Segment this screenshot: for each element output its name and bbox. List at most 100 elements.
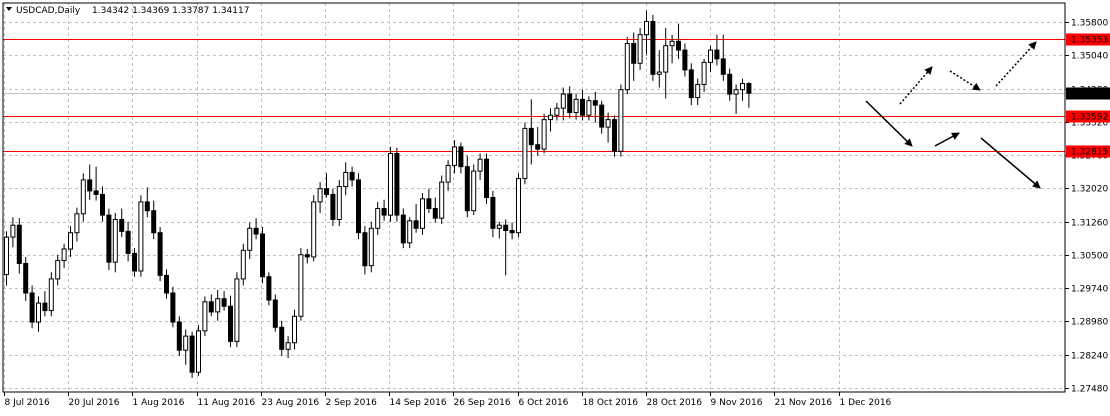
- candle-body-bull: [516, 178, 521, 234]
- level-label-bg: [1066, 33, 1110, 46]
- candle: [240, 243, 246, 286]
- candle: [4, 231, 9, 286]
- candle: [279, 320, 285, 356]
- candle: [445, 160, 451, 191]
- candle: [119, 208, 125, 238]
- candle: [247, 222, 253, 260]
- x-tick-label: 23 Aug 2016: [262, 398, 320, 408]
- candle: [535, 127, 541, 156]
- candle: [298, 248, 304, 321]
- candle-body-bear: [356, 179, 361, 234]
- forecast-arrow-dotted: [949, 70, 981, 91]
- candle: [324, 173, 329, 198]
- candle-body-bull: [407, 220, 413, 244]
- x-tick-label: 18 Oct 2016: [583, 398, 639, 408]
- candle-body-bear: [324, 188, 329, 195]
- candle: [580, 89, 585, 121]
- candle: [164, 269, 169, 299]
- candle-body-bull: [138, 201, 144, 272]
- candle: [624, 36, 630, 95]
- forecast-arrows: [865, 41, 1041, 189]
- candle-body-bear: [580, 98, 585, 116]
- candle-body-bull: [61, 248, 67, 261]
- candle: [74, 207, 80, 242]
- candle-body-bull: [586, 100, 592, 116]
- candle-body-bull: [445, 164, 451, 183]
- candle-body-bear: [100, 193, 105, 216]
- candle: [656, 50, 662, 88]
- time-axis: 8 Jul 2016 20 Jul 2016 1 Aug 2016 11 Aug 20…: [4, 392, 892, 408]
- candle: [612, 115, 617, 157]
- y-tick-label: 1.31260: [1071, 219, 1108, 229]
- candle: [516, 173, 521, 238]
- candle: [567, 86, 573, 119]
- candle: [637, 28, 643, 70]
- candle-body-bear: [151, 210, 157, 234]
- candle-body-bull: [541, 119, 547, 150]
- candle: [349, 166, 355, 187]
- candle: [464, 155, 470, 218]
- candle: [93, 166, 99, 201]
- candle: [138, 195, 144, 277]
- candle-body-bear: [106, 214, 112, 263]
- candle-body-bear: [189, 335, 195, 373]
- candle-body-bull: [183, 335, 189, 351]
- x-tick-label: 9 Nov 2016: [711, 398, 763, 408]
- candle: [23, 256, 29, 301]
- candle-body-bull: [701, 61, 707, 85]
- candle-body-bear: [157, 232, 163, 276]
- candle: [541, 113, 547, 154]
- candle: [292, 309, 297, 350]
- candle-body-bull: [10, 224, 16, 238]
- candle-body-bear: [720, 58, 726, 75]
- candle-body-bear: [413, 220, 419, 229]
- level-label: 1.32815: [1071, 148, 1108, 158]
- candle-body-bull: [368, 227, 374, 267]
- level-price-labels: 1.35353 1.33592 1.32815: [1066, 33, 1110, 158]
- candle-body-bull: [471, 170, 477, 212]
- candle-body-bull: [560, 93, 566, 109]
- candle: [458, 142, 464, 174]
- candle: [484, 153, 489, 205]
- y-tick-label: 1.29740: [1071, 285, 1108, 295]
- candle-body-bear: [458, 146, 464, 168]
- candle: [215, 289, 221, 321]
- candle: [368, 221, 374, 273]
- candle-body-bear: [400, 214, 406, 244]
- candle-body-bull: [522, 127, 528, 180]
- candle-body-bull: [292, 315, 297, 344]
- candle: [426, 188, 432, 213]
- candle: [157, 226, 163, 282]
- candle: [80, 173, 86, 222]
- candle-body-bull: [554, 107, 560, 116]
- candle: [260, 226, 265, 284]
- candle-body-bear: [144, 201, 150, 212]
- candle-body-bull: [573, 98, 579, 114]
- candle-body-bear: [381, 208, 387, 216]
- candle-body-bear: [208, 301, 214, 313]
- candle: [388, 146, 393, 222]
- candle-body-bull: [439, 181, 445, 219]
- horizontal-levels: [3, 39, 1065, 152]
- candle-body-bear: [503, 224, 509, 232]
- candle-body-bull: [311, 201, 317, 258]
- candle: [605, 112, 611, 143]
- dropdown-triangle-icon[interactable]: [6, 7, 12, 11]
- candle: [477, 153, 483, 180]
- candle: [253, 218, 259, 240]
- candle-body-bear: [490, 197, 496, 229]
- candle: [548, 108, 553, 132]
- candle: [688, 63, 694, 106]
- candle-body-bull: [285, 342, 291, 350]
- candle: [55, 254, 61, 286]
- x-tick-label: 2 Sep 2016: [326, 398, 378, 408]
- candle-body-bear: [714, 49, 720, 60]
- current-price-label: 1.34117: [1071, 90, 1108, 100]
- y-tick-label: 1.33520: [1071, 119, 1108, 129]
- candle: [106, 208, 112, 271]
- candle: [61, 243, 67, 268]
- candle: [202, 296, 208, 337]
- x-tick-label: 26 Sep 2016: [454, 398, 511, 408]
- candle-body-bull: [452, 146, 457, 166]
- candle: [413, 204, 419, 233]
